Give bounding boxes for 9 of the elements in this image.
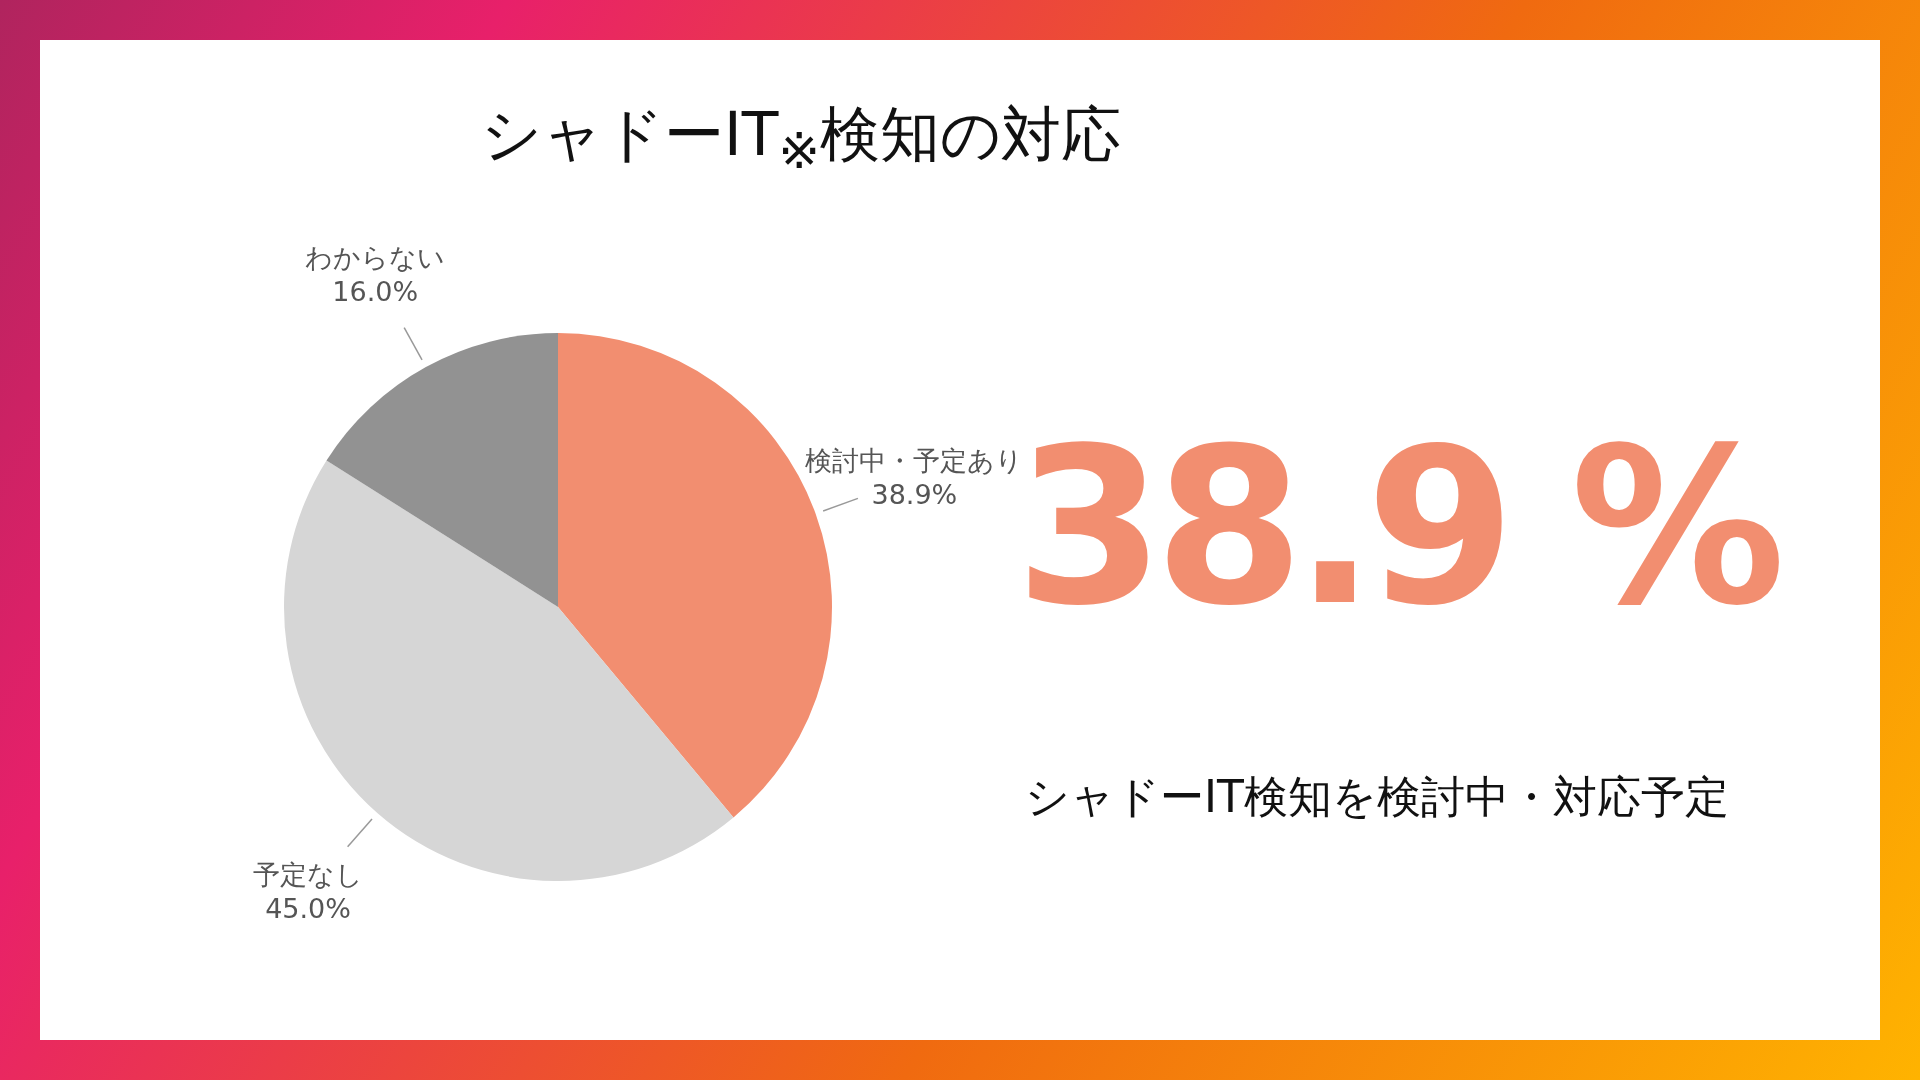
text: シャドーIT検知を検討中・対応予定	[1025, 770, 1729, 824]
data-label: 16.0%	[332, 275, 419, 307]
slice-label: 予定なし	[253, 858, 364, 890]
data-label: 45.0%	[265, 892, 351, 924]
pie-slice	[326, 333, 558, 607]
pie-slice	[558, 333, 832, 818]
chart-title: シャドーIT$_{※}$検知の対応	[481, 98, 1122, 180]
slice-label: わからない	[305, 241, 446, 273]
data-label: 38.9%	[871, 478, 958, 510]
